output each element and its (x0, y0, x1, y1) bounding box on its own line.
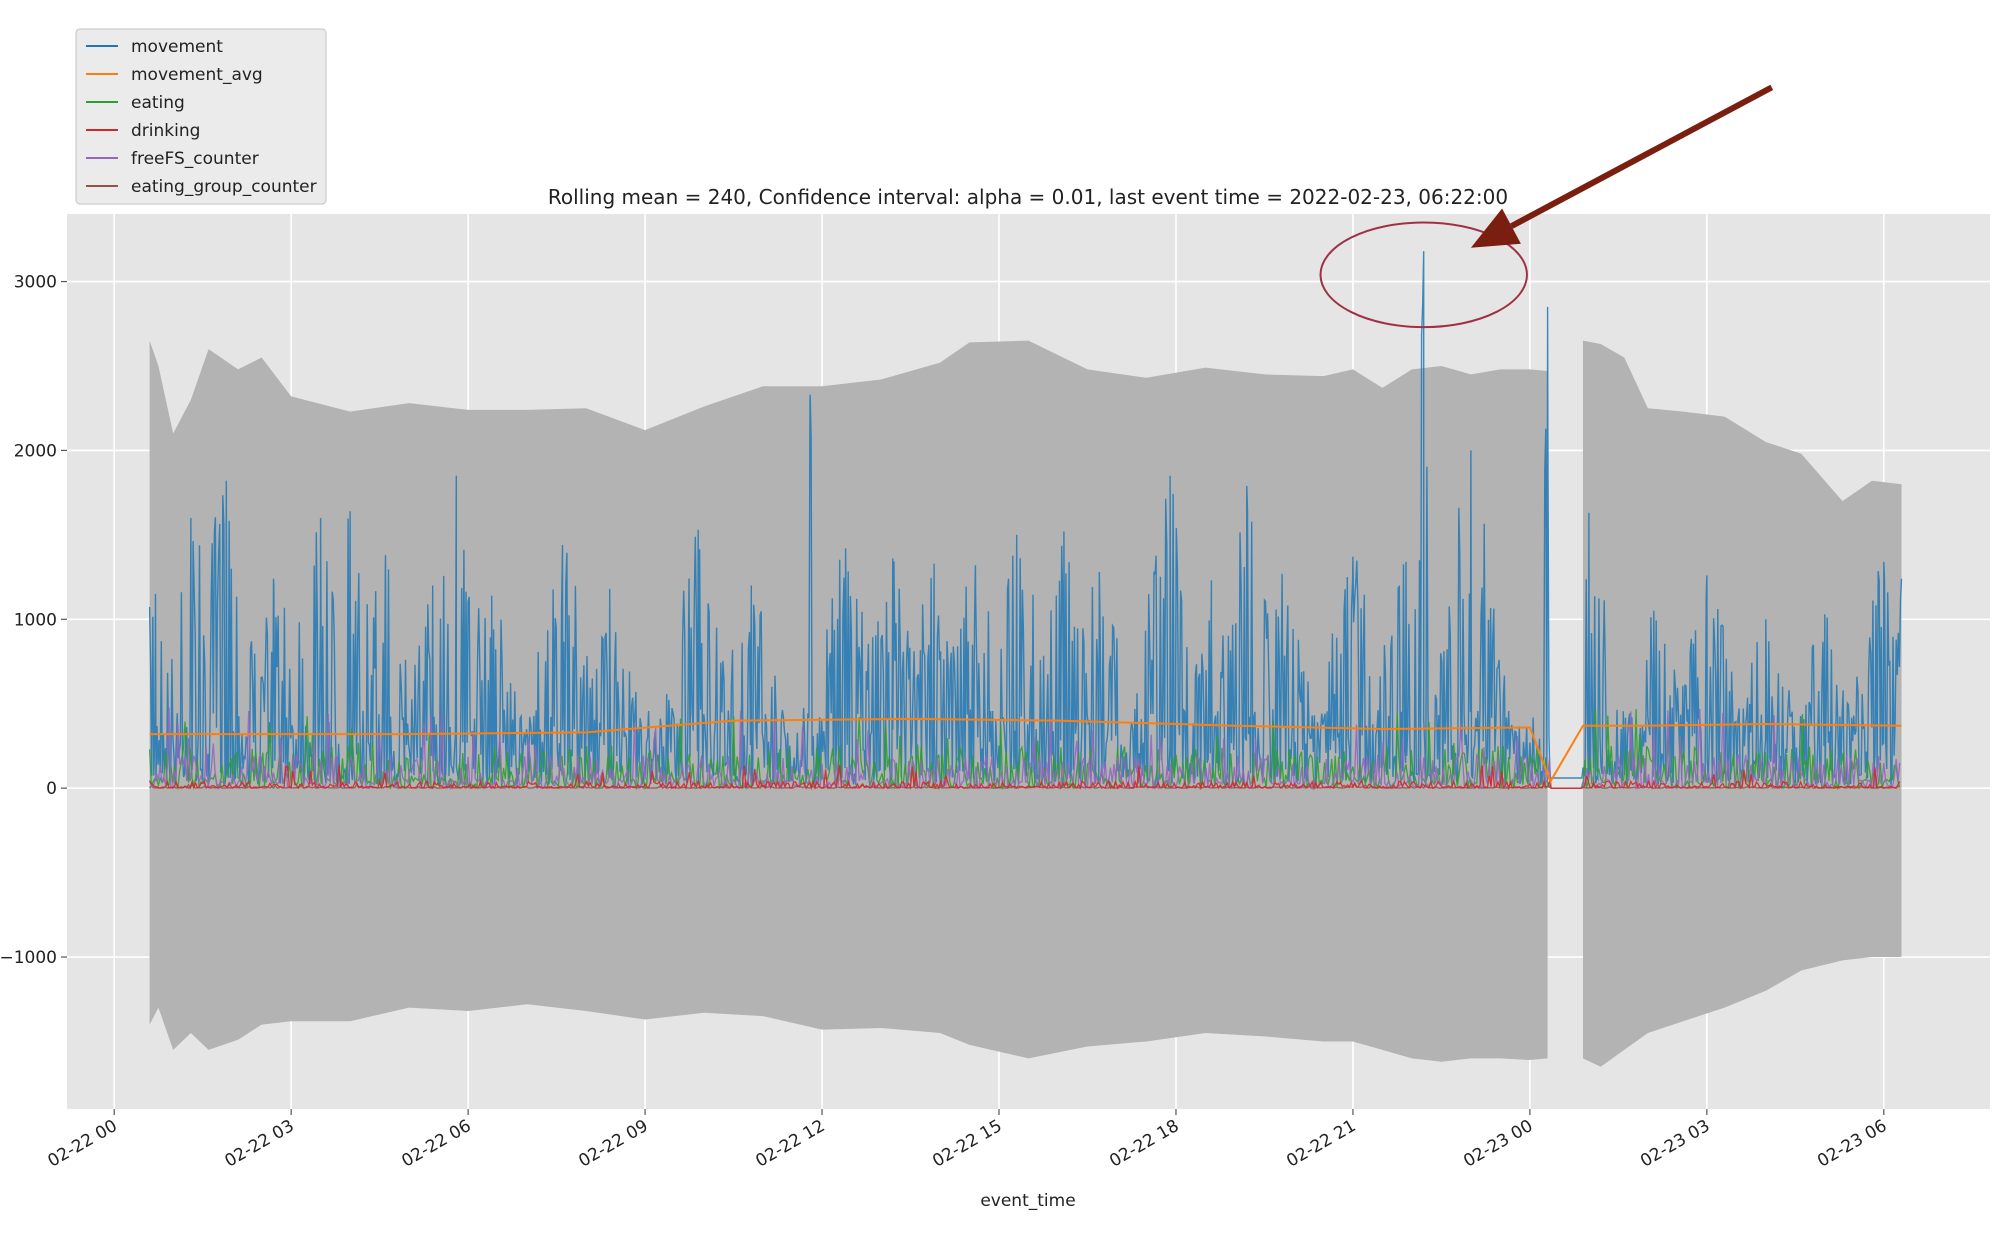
legend-label-drinking: drinking (131, 121, 200, 141)
series-layer (148, 251, 1903, 791)
legend-label-movement_avg: movement_avg (131, 65, 263, 85)
highlight-ellipse (1319, 221, 1528, 329)
series-line-drinking (149, 764, 1901, 791)
series-line-freeFS_counter (148, 707, 1901, 791)
legend-label-eating_group_counter: eating_group_counter (131, 177, 317, 197)
series-line-movement_avg (149, 717, 1902, 784)
y-tick-label-1: 2000 (14, 441, 57, 461)
series-line-eating (148, 708, 1901, 791)
x-tick-label-1: 02-22 03 (221, 1116, 297, 1172)
legend-label-freeFS_counter: freeFS_counter (131, 149, 259, 169)
legend-label-eating: eating (131, 93, 185, 113)
annotations (1319, 84, 1774, 329)
x-axis: 02-22 00 02-22 03 02-22 06 02-22 09 02-22 12… (44, 1109, 1890, 1172)
x-tick-label-0: 02-22 00 (44, 1116, 120, 1172)
annotation-arrow-head (1470, 208, 1521, 248)
confidence-band-area-2 (1582, 340, 1902, 1067)
annotation-arrow-shaft (1510, 84, 1774, 229)
x-tick-label-2: 02-22 06 (398, 1116, 474, 1172)
chart-title: Rolling mean = 240, Confidence interval:… (548, 185, 1508, 209)
y-tick-label-3: 0 (46, 779, 57, 799)
x-tick-label-3: 02-22 09 (575, 1116, 651, 1172)
x-tick-label-4: 02-22 12 (752, 1116, 828, 1172)
y-axis: 3000 2000 1000 0 −1000 (0, 273, 67, 968)
legend-box (75, 28, 327, 205)
y-tick-label-0: 3000 (14, 273, 57, 293)
x-tick-label-7: 02-22 21 (1283, 1116, 1359, 1172)
y-tick-label-2: 1000 (14, 610, 57, 630)
x-tick-label-6: 02-22 18 (1106, 1116, 1182, 1172)
legend-label-movement: movement (131, 37, 223, 57)
series-line-movement (148, 251, 1903, 787)
x-tick-label-9: 02-23 03 (1637, 1116, 1713, 1172)
x-axis-title: event_time (980, 1191, 1075, 1211)
x-tick-label-10: 02-23 06 (1814, 1116, 1890, 1172)
x-tick-label-8: 02-23 00 (1460, 1116, 1536, 1172)
y-tick-label-4: −1000 (0, 948, 57, 968)
x-tick-label-5: 02-22 15 (929, 1116, 1005, 1172)
